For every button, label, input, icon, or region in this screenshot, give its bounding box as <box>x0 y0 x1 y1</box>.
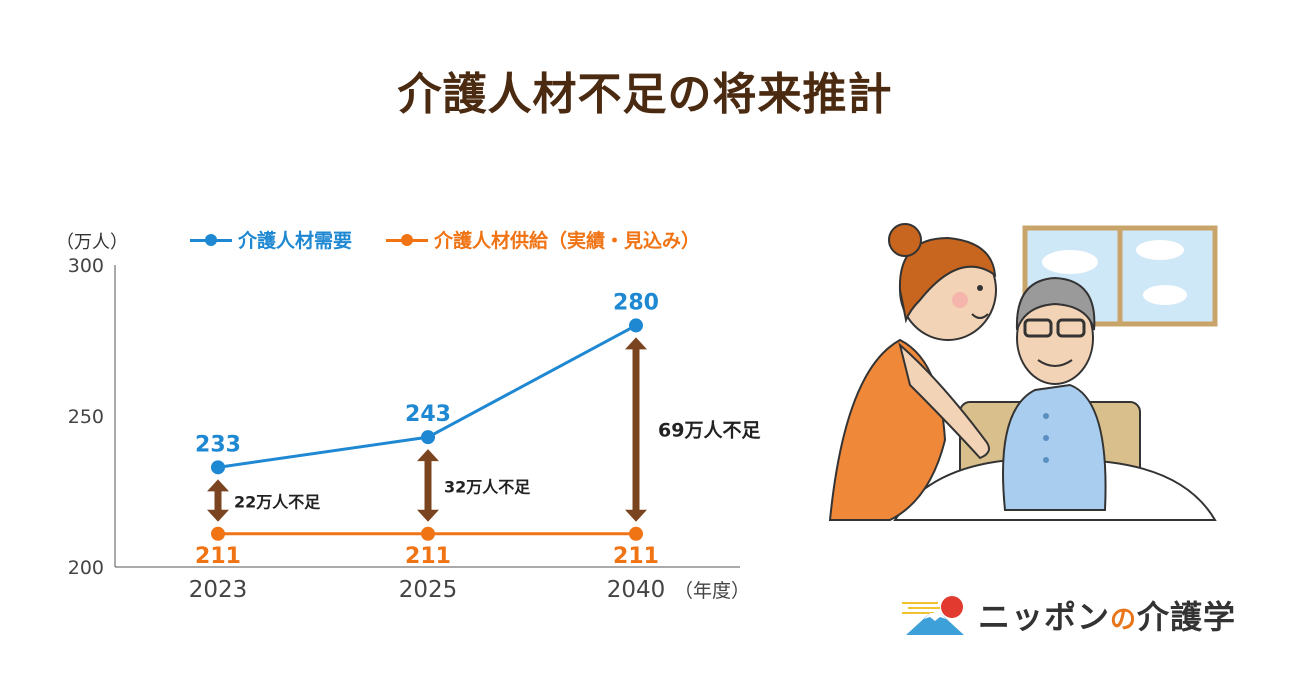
demand-series-line <box>217 324 637 469</box>
demand-data-label: 243 <box>405 402 451 427</box>
demand-point <box>629 318 643 333</box>
legend-item-demand: 介護人材需要 <box>190 226 352 253</box>
brand-name-part2: の <box>1110 605 1138 635</box>
x-tick-label: 2040 <box>607 577 666 603</box>
demand-data-label: 233 <box>195 432 241 457</box>
legend: 介護人材需要 介護人材供給（実績・見込み） <box>190 226 700 253</box>
y-tick-label: 250 <box>68 406 104 428</box>
supply-data-label: 211 <box>613 544 659 569</box>
shortage-annotation: 22万人不足 <box>234 493 321 512</box>
supply-point <box>629 526 643 541</box>
gap-arrow-head-down <box>207 509 229 522</box>
line-chart: 300 250 200 2023 2025 2040 （年度） 22万人不足 32万人不足 69万… <box>68 255 762 603</box>
gap-arrow-head-down <box>417 509 439 522</box>
x-tick-label: 2023 <box>189 577 248 603</box>
legend-swatch-demand <box>190 231 232 249</box>
page-title: 介護人材不足の将来推計 <box>397 69 893 120</box>
demand-point <box>211 460 225 475</box>
brand-name-part1: ニッポン <box>978 598 1111 636</box>
legend-swatch-supply <box>386 231 429 249</box>
supply-point <box>421 526 435 541</box>
x-tick-label: 2025 <box>399 577 458 603</box>
gap-arrow-head-up <box>625 337 647 350</box>
brand-name: ニッポンの介護学 <box>978 592 1236 638</box>
legend-label-supply: 介護人材供給（実績・見込み） <box>434 230 701 252</box>
y-tick-label: 300 <box>68 255 104 277</box>
legend-label-demand: 介護人材需要 <box>238 230 353 252</box>
demand-point <box>421 430 435 445</box>
supply-point <box>211 526 225 541</box>
gap-arrow-head-up <box>207 479 229 492</box>
supply-data-label: 211 <box>405 544 451 569</box>
mount-fuji-logo-icon <box>902 596 964 635</box>
shortage-annotation: 69万人不足 <box>658 420 761 442</box>
y-tick-label: 200 <box>68 557 104 579</box>
shortage-annotation: 32万人不足 <box>444 477 531 496</box>
brand-name-part3: 介護学 <box>1137 598 1237 636</box>
legend-item-supply: 介護人材供給（実績・見込み） <box>386 226 700 253</box>
x-axis-unit: （年度） <box>674 580 750 602</box>
gap-arrow-head-down <box>625 509 647 522</box>
caregiver-illustration-icon <box>828 223 1218 521</box>
gap-arrow-head-up <box>417 449 439 462</box>
y-axis-unit: （万人） <box>56 232 128 253</box>
supply-data-label: 211 <box>195 544 241 569</box>
brand-logo: ニッポンの介護学 <box>900 592 1236 638</box>
demand-data-label: 280 <box>613 290 659 315</box>
